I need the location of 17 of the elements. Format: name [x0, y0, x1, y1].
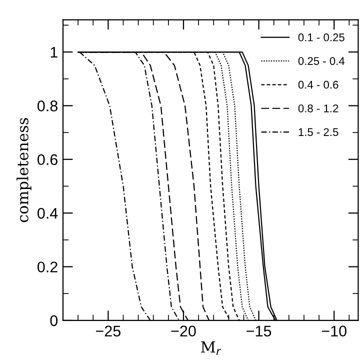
y-axis-title: completeness: [16, 118, 32, 222]
y-tick-label: 0.8: [38, 100, 58, 112]
legend-label: 1.5 - 2.5: [298, 128, 338, 136]
y-tick-label: 0.6: [38, 154, 58, 166]
legend-label: 0.25 - 0.4: [298, 57, 345, 65]
y-tick-label: 0.2: [38, 262, 58, 272]
y-tick-label: 0.4: [38, 208, 58, 219]
legend-label: 0.1 - 0.25: [298, 33, 344, 42]
y-tick-label: 0: [50, 315, 58, 326]
x-tick-label: −20: [171, 326, 196, 336]
x-tick-label: −25: [96, 326, 120, 336]
x-axis-title: M$_{r}$: [201, 341, 222, 355]
legend-label: 0.8 - 1.2: [298, 104, 338, 112]
legend-label: 0.4 - 0.6: [298, 80, 338, 89]
x-tick-label: −15: [246, 326, 272, 336]
y-tick-label: 1: [50, 47, 58, 58]
x-tick-label: −10: [322, 326, 346, 336]
